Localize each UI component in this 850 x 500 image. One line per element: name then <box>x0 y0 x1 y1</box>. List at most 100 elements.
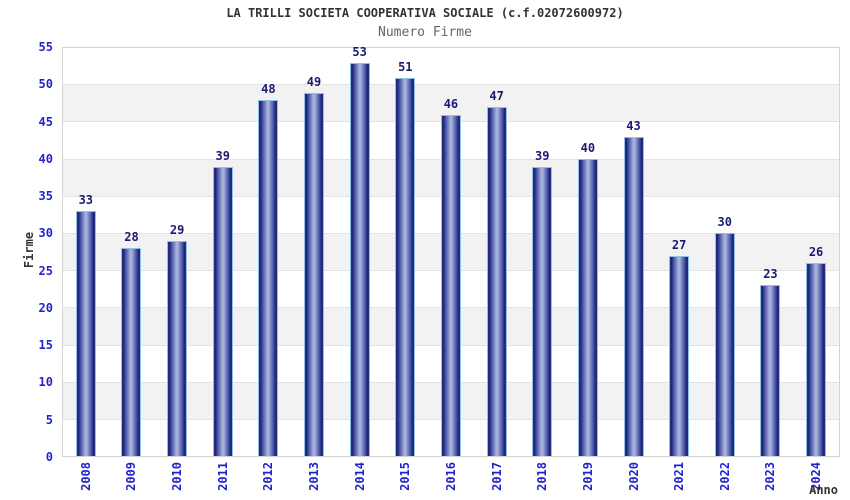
y-axis-label: Firme <box>22 232 36 268</box>
x-tick-label-holder: 2019 <box>565 462 611 491</box>
x-tick-label: 2016 <box>443 462 458 491</box>
bar <box>486 107 507 456</box>
bar-slot: 48 2012 <box>246 48 292 491</box>
y-tick-label: 45 <box>38 114 53 129</box>
bar-slot: 39 2018 <box>519 48 565 491</box>
bar <box>258 99 279 456</box>
bar-slot: 39 2011 <box>200 48 246 491</box>
y-tick-label: 40 <box>38 151 53 166</box>
bar-slot: 28 2009 <box>109 48 155 491</box>
bar <box>212 166 233 456</box>
x-tick-label-holder: 2020 <box>611 462 657 491</box>
bar-slot: 29 2010 <box>154 48 200 491</box>
bar-slot: 26 2024 <box>793 48 839 491</box>
x-tick-label: 2009 <box>124 462 139 491</box>
y-tick-label: 10 <box>38 375 53 390</box>
bar-series: 33 2008 28 2009 29 2010 39 2011 48 2012 49 2013 53 20… <box>63 44 839 491</box>
bar <box>440 114 461 456</box>
x-tick-label-holder: 2018 <box>519 462 565 491</box>
x-tick-label: 2019 <box>580 462 595 491</box>
y-tick-label: 35 <box>38 189 53 204</box>
x-tick-label: 2021 <box>672 462 687 491</box>
bar-value-label: 40 <box>580 141 596 156</box>
x-tick-label: 2023 <box>763 462 778 491</box>
bar-value-label: 51 <box>398 59 413 74</box>
bar <box>75 211 96 456</box>
bar-slot: 46 2016 <box>428 48 474 491</box>
x-tick-label-holder: 2011 <box>200 462 246 491</box>
y-tick-label: 25 <box>38 263 53 278</box>
bar-slot: 51 2015 <box>382 48 428 491</box>
bar <box>806 263 827 456</box>
y-tick-label: 20 <box>38 300 53 315</box>
bar-value-label: 29 <box>169 222 185 237</box>
bar-slot: 27 2021 <box>656 48 702 491</box>
bar-value-label: 30 <box>717 215 733 230</box>
bar-value-label: 28 <box>124 230 139 245</box>
bar-value-label: 49 <box>306 74 322 89</box>
bar-slot: 40 2019 <box>565 48 611 491</box>
x-tick-label: 2013 <box>307 462 322 491</box>
x-axis-label: Anno <box>809 483 838 497</box>
bar-slot: 33 2008 <box>63 48 109 491</box>
x-tick-label: 2017 <box>489 462 504 491</box>
y-tick-label: 5 <box>45 412 53 427</box>
bar <box>669 255 690 456</box>
bar-slot: 23 2023 <box>748 48 794 491</box>
bar-value-label: 27 <box>671 237 687 252</box>
x-tick-label-holder: 2010 <box>154 462 200 491</box>
x-tick-label-holder: 2009 <box>109 462 155 491</box>
bar <box>760 285 781 456</box>
bar <box>532 166 553 456</box>
y-tick-label: 0 <box>45 450 53 464</box>
x-tick-label-holder: 2015 <box>382 462 428 491</box>
x-tick-label-holder: 2022 <box>702 462 748 491</box>
plot-band <box>63 48 839 85</box>
x-tick-label: 2022 <box>717 462 732 491</box>
bar-value-label: 53 <box>352 44 367 59</box>
bar-slot: 47 2017 <box>474 48 520 491</box>
bar-value-label: 47 <box>489 89 504 104</box>
x-tick-label-holder: 2013 <box>291 462 337 491</box>
x-tick-label-holder: 2021 <box>656 462 702 491</box>
x-tick-label: 2008 <box>78 462 93 491</box>
chart-title: LA TRILLI SOCIETA COOPERATIVA SOCIALE (c… <box>226 6 624 20</box>
bar-slot: 53 2014 <box>337 44 383 491</box>
y-tick-label: 50 <box>38 77 53 92</box>
x-tick-label: 2020 <box>626 462 641 491</box>
y-axis-label-text: Firme <box>22 231 36 269</box>
x-tick-label-holder: 2017 <box>474 462 520 491</box>
y-tick-label: 30 <box>38 226 53 241</box>
x-tick-label-holder: 2008 <box>63 462 109 491</box>
bar <box>349 62 370 456</box>
bar-value-label: 48 <box>261 81 276 96</box>
x-tick-label: 2010 <box>170 462 185 491</box>
bar-slot: 49 2013 <box>291 48 337 491</box>
bar-value-label: 39 <box>215 148 230 163</box>
bar-value-label: 33 <box>78 193 94 208</box>
x-tick-label-holder: 2023 <box>748 462 794 491</box>
x-tick-label-holder: 2016 <box>428 462 474 491</box>
plot-area: 33 2008 28 2009 29 2010 39 2011 48 2012 49 2013 53 20… <box>62 44 840 491</box>
x-tick-label: 2018 <box>535 462 550 491</box>
bar-value-label: 23 <box>763 267 778 282</box>
bar <box>167 240 188 456</box>
bar <box>577 159 598 456</box>
bar-slot: 30 2022 <box>702 48 748 491</box>
bar <box>121 248 142 456</box>
y-tick-label: 15 <box>38 338 53 353</box>
x-tick-label: 2011 <box>215 462 230 491</box>
plot-band <box>63 84 839 122</box>
bar <box>304 92 325 456</box>
bar-value-label: 46 <box>443 96 459 111</box>
bar <box>714 233 735 456</box>
chart-subtitle: Numero Firme <box>378 25 472 40</box>
x-tick-label-holder: 2014 <box>337 462 383 491</box>
bar-slot: 43 2020 <box>611 48 657 491</box>
x-tick-label: 2012 <box>261 462 276 491</box>
y-tick-label: 55 <box>38 40 53 54</box>
y-axis-tick-labels: 0 5 10 15 20 25 30 35 40 45 50 55 <box>0 0 53 500</box>
x-tick-label: 2015 <box>398 462 413 491</box>
bar <box>623 137 644 456</box>
